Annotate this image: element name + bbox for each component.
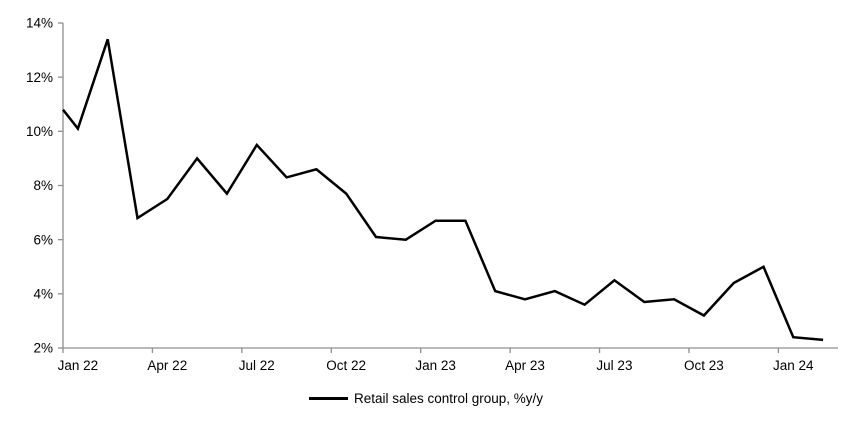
x-axis-tick-label: Jul 23 (596, 358, 632, 373)
x-axis-tick-label: Jan 24 (773, 358, 814, 373)
x-axis-tick-label: Apr 22 (147, 358, 187, 373)
x-axis-tick-label: Jan 23 (415, 358, 456, 373)
y-axis-tick-label: 6% (33, 232, 53, 247)
y-axis-tick-label: 12% (26, 70, 53, 85)
x-axis-tick-label: Jul 22 (239, 358, 275, 373)
x-axis-tick-label: Jan 22 (58, 358, 99, 373)
y-axis-tick-label: 10% (26, 124, 53, 139)
data-series-line (62, 38, 824, 342)
x-axis-tick-label: Oct 22 (326, 358, 366, 373)
legend-label: Retail sales control group, %y/y (353, 390, 544, 406)
x-axis-tick-label: Apr 23 (505, 358, 545, 373)
y-axis-tick-label: 4% (33, 287, 53, 302)
y-axis-tick-label: 14% (26, 16, 53, 31)
x-axis-tick-label: Oct 23 (684, 358, 724, 373)
legend: Retail sales control group, %y/y (0, 389, 852, 407)
y-axis-tick-label: 2% (33, 341, 53, 356)
legend-line-sample-icon (308, 396, 348, 400)
y-axis-tick-label: 8% (33, 178, 53, 193)
